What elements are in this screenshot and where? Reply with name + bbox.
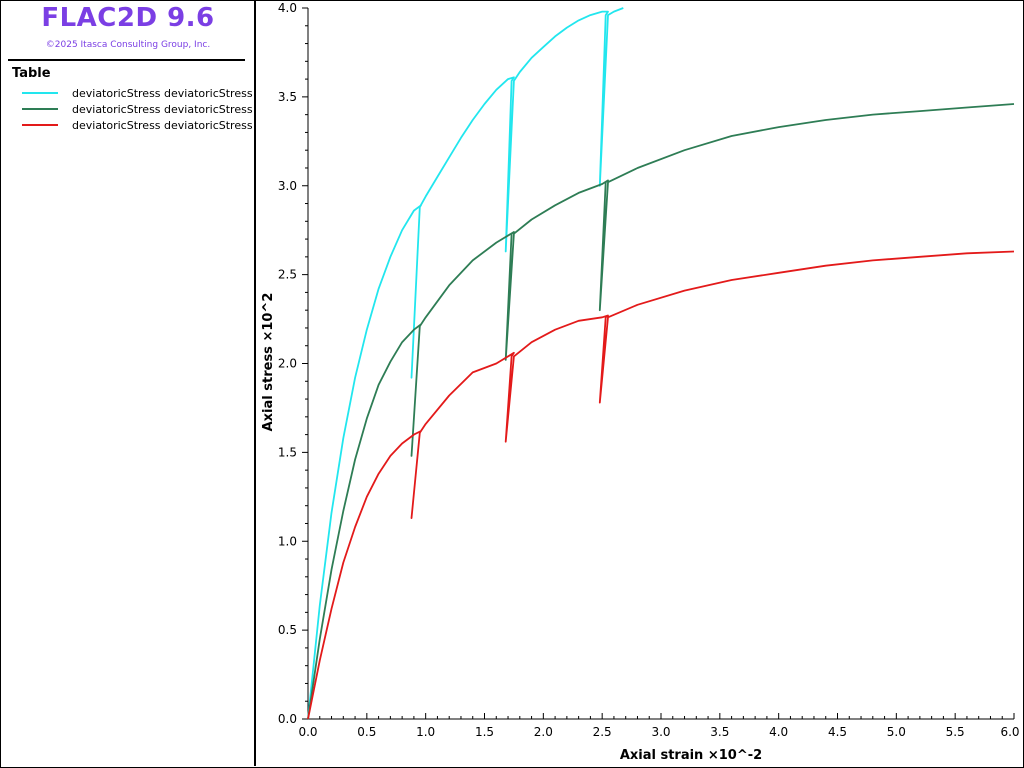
y-axis-title: Axial stress ×10^2 bbox=[261, 293, 276, 432]
legend-item[interactable]: deviatoricStress deviatoricStress bbox=[22, 117, 253, 133]
y-tick-label: 2.0 bbox=[278, 357, 297, 371]
legend-swatch bbox=[22, 92, 58, 94]
legend-item[interactable]: deviatoricStress deviatoricStress bbox=[22, 85, 253, 101]
series-line bbox=[307, 250, 1015, 720]
title-divider bbox=[8, 59, 245, 61]
x-tick-label: 4.5 bbox=[828, 725, 847, 739]
x-tick-label: 1.0 bbox=[416, 725, 435, 739]
x-tick-label: 3.5 bbox=[710, 725, 729, 739]
legend-panel: FLAC2D 9.6 ©2025 Itasca Consulting Group… bbox=[0, 0, 256, 766]
copyright-text: ©2025 Itasca Consulting Group, Inc. bbox=[45, 40, 211, 50]
y-tick-label: 0.5 bbox=[278, 623, 297, 637]
app-title: FLAC2D 9.6 bbox=[41, 3, 215, 33]
y-tick-label: 1.0 bbox=[278, 534, 297, 548]
legend-swatch bbox=[22, 108, 58, 110]
x-tick-label: 5.5 bbox=[946, 725, 965, 739]
y-tick-label: 4.0 bbox=[278, 1, 297, 15]
legend-item[interactable]: deviatoricStress deviatoricStress bbox=[22, 101, 253, 117]
y-tick-label: 0.0 bbox=[278, 712, 297, 726]
y-tick-label: 2.5 bbox=[278, 268, 297, 282]
x-tick-label: 2.0 bbox=[534, 725, 553, 739]
y-tick-label: 3.5 bbox=[278, 90, 297, 104]
y-tick-label: 1.5 bbox=[278, 445, 297, 459]
series-line bbox=[307, 103, 1015, 720]
y-tick-label: 3.0 bbox=[278, 179, 297, 193]
x-tick-label: 1.5 bbox=[475, 725, 494, 739]
x-tick-label: 0.0 bbox=[298, 725, 317, 739]
legend-heading: Table bbox=[12, 66, 51, 81]
legend-swatch bbox=[22, 124, 58, 126]
series-line bbox=[307, 7, 624, 720]
x-tick-label: 0.5 bbox=[357, 725, 376, 739]
x-tick-label: 4.0 bbox=[769, 725, 788, 739]
legend-item-label: deviatoricStress deviatoricStress bbox=[72, 86, 253, 100]
legend-item-label: deviatoricStress deviatoricStress bbox=[72, 102, 253, 116]
legend-item-label: deviatoricStress deviatoricStress bbox=[72, 118, 253, 132]
x-axis-title: Axial strain ×10^-2 bbox=[620, 748, 762, 763]
x-tick-label: 6.0 bbox=[1000, 725, 1019, 739]
x-tick-label: 3.0 bbox=[651, 725, 670, 739]
x-tick-label: 2.5 bbox=[593, 725, 612, 739]
x-tick-label: 5.0 bbox=[887, 725, 906, 739]
